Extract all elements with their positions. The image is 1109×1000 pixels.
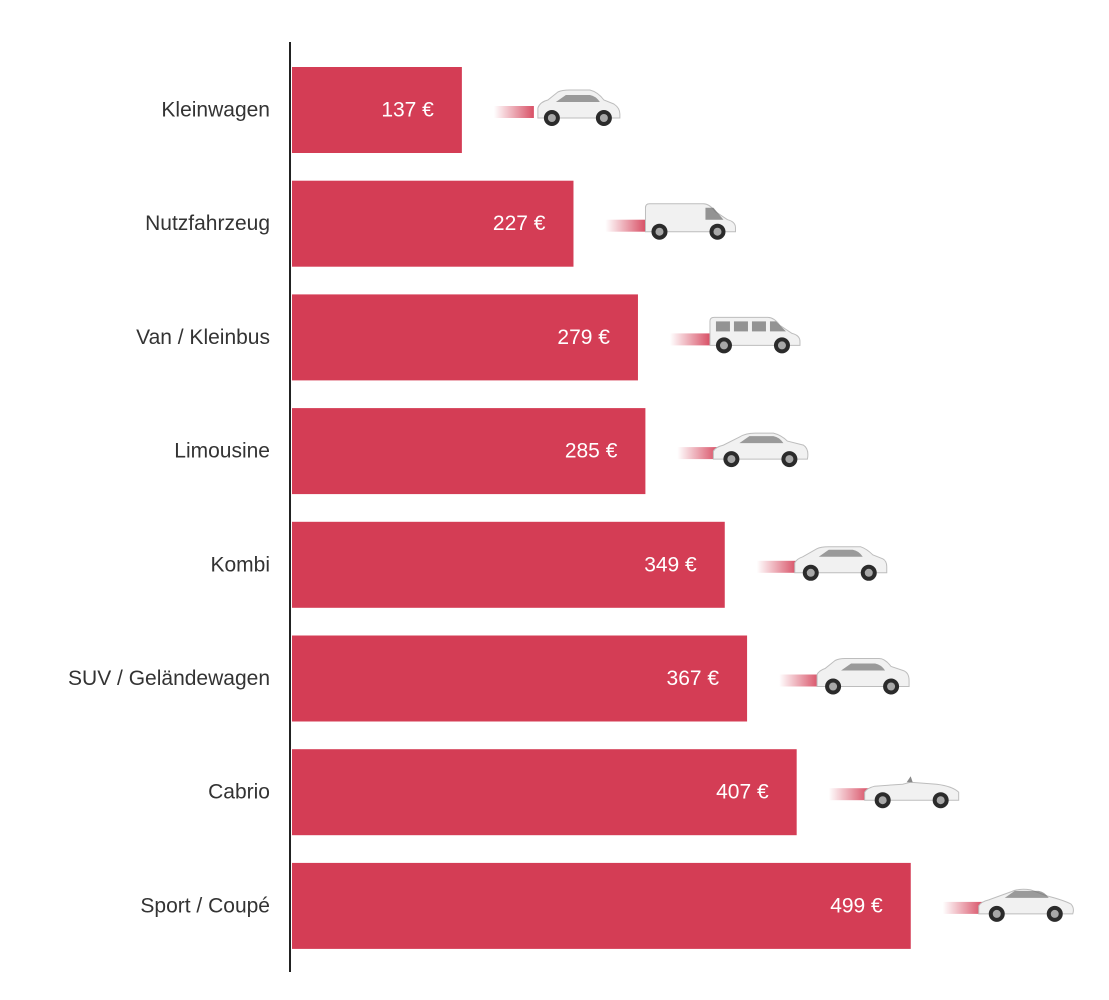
value-label-0: 137 € [381, 99, 434, 122]
category-label-5: SUV / Geländewagen [68, 667, 270, 690]
sports-coupe-icon [978, 888, 1074, 922]
delivery-van-icon [644, 203, 736, 240]
speed-trail-6 [828, 788, 869, 801]
sedan-icon [712, 432, 809, 468]
speed-trail-0 [493, 106, 534, 118]
bar-7 [292, 862, 911, 949]
bar-2 [292, 294, 638, 381]
value-label-7: 499 € [830, 894, 883, 917]
station-wagon-icon [794, 546, 888, 581]
speed-trail-5 [779, 674, 820, 687]
value-label-2: 279 € [557, 326, 610, 349]
minibus-icon [709, 316, 801, 354]
value-label-3: 285 € [565, 440, 618, 463]
bar-3 [292, 408, 646, 495]
category-label-6: Cabrio [208, 781, 270, 804]
bar-6 [292, 749, 797, 836]
bar-5 [292, 635, 748, 722]
value-label-6: 407 € [716, 781, 769, 804]
speed-trail-3 [677, 447, 718, 460]
category-label-1: Nutzfahrzeug [145, 212, 270, 235]
category-label-2: Van / Kleinbus [136, 326, 270, 349]
speed-trail-4 [756, 560, 797, 573]
suv-icon [816, 658, 910, 695]
speed-trail-7 [942, 901, 983, 914]
category-label-4: Kombi [210, 553, 270, 576]
convertible-icon [864, 776, 960, 809]
bar-0 [292, 67, 462, 153]
bar-1 [292, 180, 574, 267]
value-label-4: 349 € [644, 553, 697, 576]
value-label-1: 227 € [493, 212, 546, 235]
value-label-5: 367 € [667, 667, 720, 690]
value-labels-group: 137 € 227 € 279 € 285 € 349 € 367 € 407 € 499 € [381, 99, 883, 918]
car-icons-group [493, 89, 1074, 922]
speed-trail-2 [669, 333, 710, 346]
small-car-icon [537, 89, 621, 126]
category-label-7: Sport / Coupé [140, 894, 270, 917]
category-labels-group: Kleinwagen Nutzfahrzeug Van / Kleinbus Limo… [68, 99, 270, 918]
bars-group [292, 67, 911, 949]
bar-4 [292, 521, 725, 608]
category-label-0: Kleinwagen [161, 99, 270, 122]
speed-trail-1 [605, 219, 646, 232]
category-label-3: Limousine [174, 440, 270, 463]
